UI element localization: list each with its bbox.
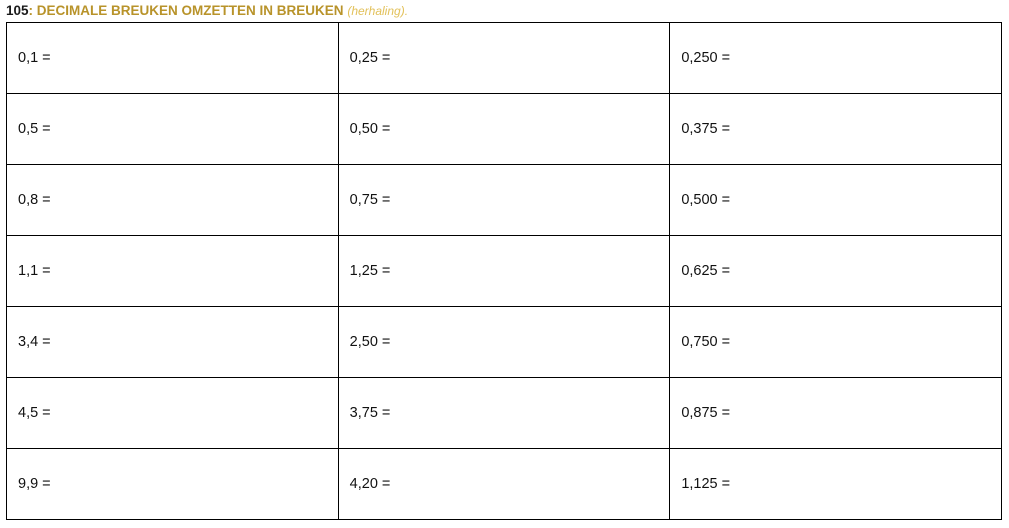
exercise-cell: 3,75 = <box>337 377 671 449</box>
exercise-cell: 0,500 = <box>669 164 1002 236</box>
table-row: 1,1 = 1,25 = 0,625 = <box>6 235 1002 307</box>
table-row: 4,5 = 3,75 = 0,875 = <box>6 377 1002 449</box>
exercise-table: 0,1 = 0,25 = 0,250 = 0,5 = 0,50 = 0,375 … <box>6 22 1002 520</box>
exercise-cell: 1,1 = <box>6 235 339 307</box>
exercise-cell: 0,250 = <box>669 22 1002 94</box>
exercise-heading: DECIMALE BREUKEN OMZETTEN IN BREUKEN <box>36 3 344 18</box>
title-colon: : <box>28 3 34 18</box>
exercise-cell: 0,25 = <box>337 22 671 94</box>
exercise-cell: 1,25 = <box>337 235 671 307</box>
exercise-cell: 2,50 = <box>337 306 671 378</box>
exercise-cell: 0,1 = <box>6 22 339 94</box>
table-row: 0,5 = 0,50 = 0,375 = <box>6 93 1002 165</box>
table-row: 0,1 = 0,25 = 0,250 = <box>6 22 1002 94</box>
exercise-subtitle: (herhaling). <box>347 4 409 18</box>
exercise-cell: 0,50 = <box>337 93 671 165</box>
exercise-cell: 4,5 = <box>6 377 339 449</box>
exercise-cell: 4,20 = <box>337 448 671 520</box>
exercise-cell: 1,125 = <box>669 448 1002 520</box>
exercise-number: 105 <box>6 3 29 18</box>
exercise-cell: 0,5 = <box>6 93 339 165</box>
exercise-cell: 3,4 = <box>6 306 339 378</box>
exercise-cell: 0,625 = <box>669 235 1002 307</box>
exercise-cell: 0,375 = <box>669 93 1002 165</box>
table-row: 3,4 = 2,50 = 0,750 = <box>6 306 1002 378</box>
exercise-cell: 0,875 = <box>669 377 1002 449</box>
exercise-cell: 0,750 = <box>669 306 1002 378</box>
exercise-title: 105: DECIMALE BREUKEN OMZETTEN IN BREUKE… <box>6 3 408 19</box>
exercise-cell: 0,75 = <box>337 164 671 236</box>
table-row: 0,8 = 0,75 = 0,500 = <box>6 164 1002 236</box>
exercise-cell: 0,8 = <box>6 164 339 236</box>
exercise-cell: 9,9 = <box>6 448 339 520</box>
table-row: 9,9 = 4,20 = 1,125 = <box>6 448 1002 520</box>
